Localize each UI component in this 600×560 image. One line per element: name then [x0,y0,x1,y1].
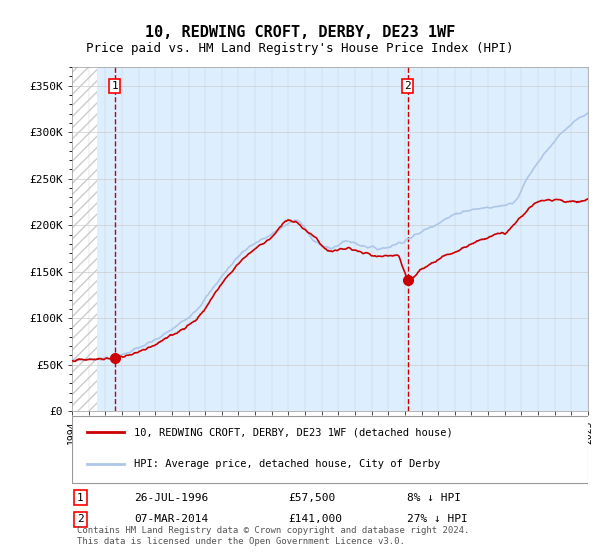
Text: 2: 2 [404,81,411,91]
Text: 1: 1 [77,492,84,502]
Text: HPI: Average price, detached house, City of Derby: HPI: Average price, detached house, City… [134,459,440,469]
Text: Price paid vs. HM Land Registry's House Price Index (HPI): Price paid vs. HM Land Registry's House … [86,42,514,55]
Text: 26-JUL-1996: 26-JUL-1996 [134,492,208,502]
Text: 8% ↓ HPI: 8% ↓ HPI [407,492,461,502]
Text: 07-MAR-2014: 07-MAR-2014 [134,515,208,524]
Text: 2: 2 [77,515,84,524]
Text: 10, REDWING CROFT, DERBY, DE23 1WF: 10, REDWING CROFT, DERBY, DE23 1WF [145,25,455,40]
Bar [72,67,97,411]
Text: £57,500: £57,500 [289,492,336,502]
Text: 1: 1 [112,81,118,91]
Text: 27% ↓ HPI: 27% ↓ HPI [407,515,468,524]
Text: 10, REDWING CROFT, DERBY, DE23 1WF (detached house): 10, REDWING CROFT, DERBY, DE23 1WF (deta… [134,427,452,437]
Text: Contains HM Land Registry data © Crown copyright and database right 2024.
This d: Contains HM Land Registry data © Crown c… [77,526,470,545]
FancyBboxPatch shape [72,416,588,483]
Text: £141,000: £141,000 [289,515,343,524]
